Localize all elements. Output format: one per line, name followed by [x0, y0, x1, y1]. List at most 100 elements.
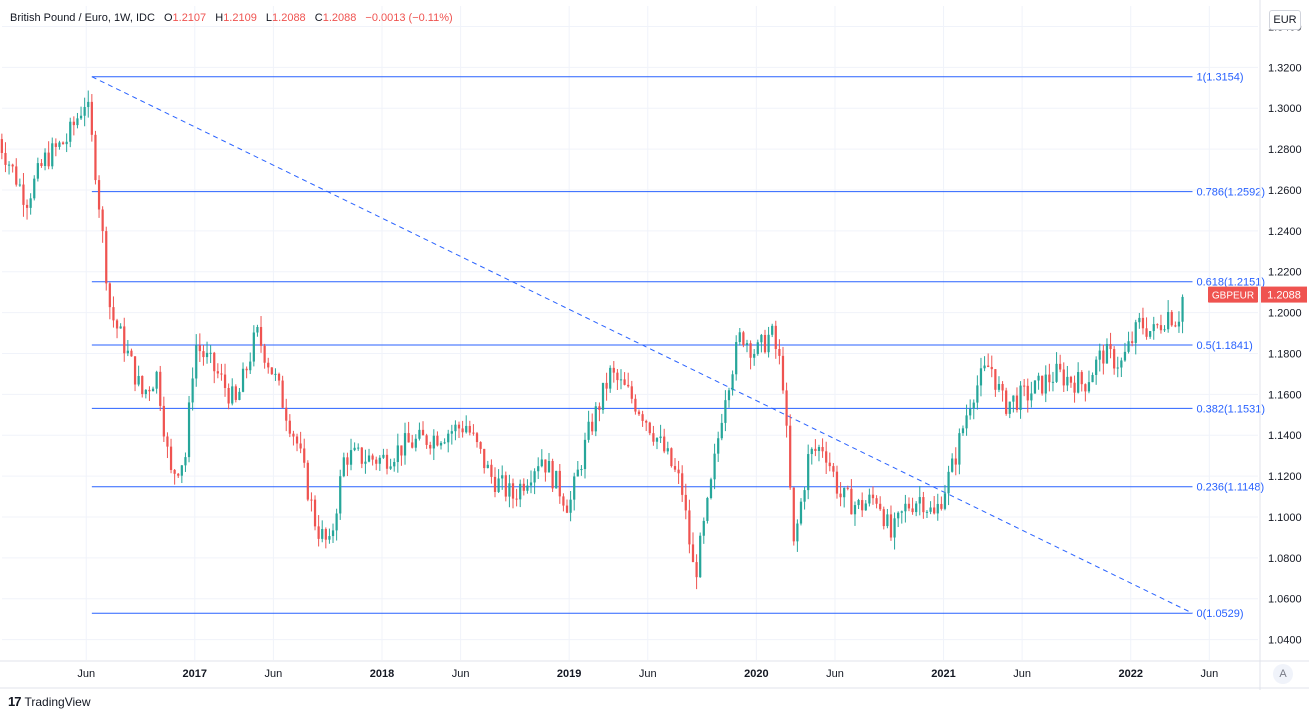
candle-body [807, 454, 810, 491]
candle-body [115, 320, 119, 329]
candle-body [875, 498, 878, 504]
candle-body [911, 508, 914, 513]
candle-body [1069, 376, 1073, 383]
candle-body [205, 352, 209, 358]
candle-body [61, 142, 65, 145]
candle-body [558, 470, 561, 497]
candle-body [789, 425, 792, 488]
candle-body [418, 429, 421, 439]
candle-body [706, 498, 709, 521]
candle-body [691, 544, 695, 563]
x-tick-label: 2022 [1118, 668, 1142, 680]
candle-body [173, 469, 176, 474]
candle-body [339, 476, 342, 514]
candle-body [1116, 367, 1119, 369]
auto-scale-button[interactable]: A [1273, 664, 1293, 684]
candle-body [382, 454, 385, 458]
candle-body [533, 471, 536, 483]
candle-body [886, 514, 889, 527]
candle-body [508, 483, 511, 497]
y-tick-label: 1.2800 [1268, 144, 1302, 156]
candle-body [313, 499, 317, 527]
candles [0, 90, 1184, 590]
candle-body [1149, 331, 1152, 337]
candle-body [252, 332, 255, 362]
candle-body [663, 436, 666, 452]
candle-body [1055, 363, 1058, 382]
candle-body [1059, 363, 1062, 370]
candle-body [889, 514, 893, 538]
candle-body [47, 152, 50, 167]
symbol-badge [1208, 286, 1258, 303]
candle-body [627, 384, 630, 387]
candle-body [306, 462, 309, 500]
candle-body [439, 442, 443, 446]
candle-body [655, 438, 659, 442]
fib-level-label: 0(1.0529) [1196, 608, 1243, 620]
candle-body [472, 432, 475, 434]
candle-body [537, 466, 540, 472]
candle-body [987, 365, 990, 367]
candle-body [565, 505, 569, 513]
low-value: 1.2088 [272, 12, 306, 24]
candle-body [677, 469, 680, 474]
symbol-header: British Pound / Euro, 1W, IDC O1.2107 H1… [10, 12, 453, 24]
candle-body [1098, 350, 1101, 360]
candle-body [317, 526, 320, 539]
candle-body [958, 433, 961, 465]
x-tick-label: 2017 [183, 668, 207, 680]
y-tick-label: 1.3000 [1268, 103, 1302, 115]
candle-body [493, 476, 497, 492]
candle-body [1087, 382, 1091, 392]
candle-body [324, 529, 327, 540]
candle-body [184, 457, 187, 466]
candle-body [976, 385, 979, 403]
candle-body [36, 163, 39, 179]
fib-level-label: 0.786(1.2592) [1196, 187, 1265, 199]
candle-body [231, 386, 234, 404]
fib-level-label: 0.618(1.2151) [1196, 277, 1265, 289]
candle-body [943, 493, 947, 509]
candle-body [983, 365, 986, 369]
candle-body [587, 421, 590, 440]
candle-body [648, 422, 651, 434]
candle-body [749, 343, 752, 358]
candle-body [551, 460, 554, 489]
y-tick-label: 1.0400 [1268, 635, 1302, 647]
trend-line [91, 76, 1193, 614]
candle-body [821, 447, 824, 452]
candle-body [817, 447, 821, 451]
candle-body [742, 332, 745, 345]
candle-body [547, 460, 551, 473]
candle-body [54, 143, 57, 147]
candle-body [1033, 380, 1037, 394]
candle-body [1073, 382, 1076, 393]
candle-body [148, 389, 151, 392]
candle-body [285, 407, 288, 421]
candle-body [763, 334, 767, 353]
candle-body [209, 352, 212, 354]
candle-body [623, 379, 626, 385]
candle-body [796, 523, 799, 542]
candle-body [119, 326, 122, 329]
candle-body [454, 424, 457, 432]
currency-button[interactable]: EUR [1269, 10, 1301, 30]
candle-body [767, 334, 770, 353]
candle-body [756, 342, 759, 355]
candle-body [166, 436, 169, 447]
close-value: 1.2088 [322, 12, 357, 24]
candle-body [1019, 385, 1022, 410]
candle-body [479, 442, 482, 449]
x-tick-label: Jun [452, 668, 470, 680]
candle-body [15, 166, 18, 185]
candle-body [1123, 351, 1127, 361]
candle-body [688, 510, 691, 545]
candle-body [1141, 317, 1145, 329]
tradingview-brand[interactable]: 17 TradingView [8, 694, 91, 709]
candle-body [65, 141, 68, 145]
candle-body [929, 507, 932, 512]
candle-body [267, 362, 270, 368]
candle-body [753, 354, 756, 358]
candle-body [925, 511, 929, 513]
